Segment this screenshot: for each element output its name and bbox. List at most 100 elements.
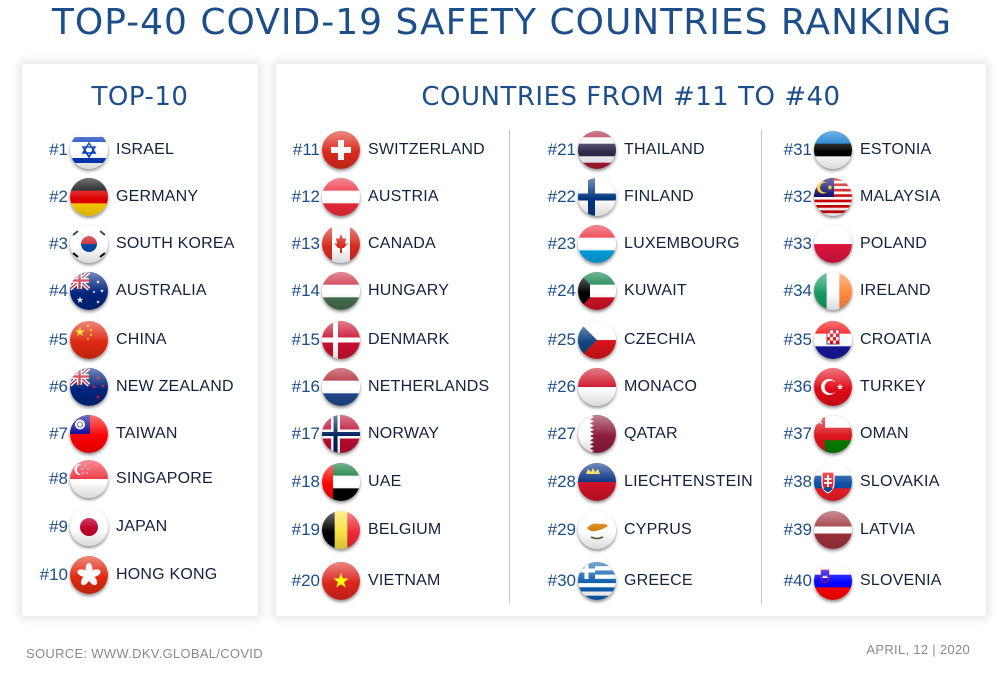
country-name: HONG KONG — [116, 566, 218, 583]
belgium-flag-icon — [322, 511, 360, 549]
country-name: OMAN — [860, 425, 909, 442]
hong-kong-flag-icon — [70, 556, 108, 594]
country-name: FINLAND — [624, 188, 694, 205]
rank-number: #13 — [291, 234, 320, 253]
new-zealand-flag-icon — [70, 368, 108, 406]
oman-flag-icon — [814, 415, 852, 453]
czechia-flag-icon — [578, 321, 616, 359]
china-flag-icon — [70, 321, 108, 359]
rank-number: #28 — [547, 472, 576, 491]
rank-number: #7 — [49, 424, 68, 443]
israel-flag-icon — [70, 131, 108, 169]
rank-number: #29 — [547, 520, 576, 539]
top-10-panel: TOP-10 — [22, 64, 258, 616]
country-name: BELGIUM — [368, 521, 442, 538]
country-name: DENMARK — [368, 331, 450, 348]
country-name: HUNGARY — [368, 282, 450, 299]
country-name: UAE — [368, 473, 402, 490]
country-name: LATVIA — [860, 521, 916, 538]
country-name: AUSTRIA — [368, 188, 439, 205]
rank-number: #30 — [547, 571, 576, 590]
country-name: CZECHIA — [624, 331, 696, 348]
rank-number: #12 — [291, 187, 320, 206]
rank-number: #18 — [291, 472, 320, 491]
rank-number: #20 — [291, 571, 320, 590]
country-name: SLOVENIA — [860, 572, 942, 589]
source-note: SOURCE: WWW.DKV.GLOBAL/COVID — [26, 646, 263, 661]
country-name: LIECHTENSTEIN — [624, 473, 753, 490]
rank-number: #11 — [292, 140, 320, 159]
rank-number: #31 — [783, 140, 812, 159]
hungary-flag-icon — [322, 272, 360, 310]
croatia-flag-icon — [814, 321, 852, 359]
country-name: AUSTRALIA — [116, 282, 207, 299]
turkey-flag-icon — [814, 368, 852, 406]
austria-flag-icon — [322, 178, 360, 216]
rank-number: #33 — [783, 234, 812, 253]
country-name: TAIWAN — [116, 425, 178, 442]
denmark-flag-icon — [322, 321, 360, 359]
country-name: SWITZERLAND — [368, 141, 485, 158]
latvia-flag-icon — [814, 511, 852, 549]
countries-11-40-panel: COUNTRIES FROM #11 TO #40 — [276, 64, 986, 616]
column-divider — [509, 130, 510, 604]
rank-number: #40 — [783, 571, 812, 590]
country-name: CYPRUS — [624, 521, 692, 538]
singapore-flag-icon — [70, 460, 108, 498]
australia-flag-icon — [70, 272, 108, 310]
country-name: ESTONIA — [860, 141, 932, 158]
rank-number: #24 — [547, 281, 576, 300]
country-name: POLAND — [860, 235, 927, 252]
canada-flag-icon — [322, 225, 360, 263]
rank-number: #36 — [783, 377, 812, 396]
norway-flag-icon — [322, 415, 360, 453]
country-name: MALAYSIA — [860, 188, 941, 205]
country-name: VIETNAM — [368, 572, 441, 589]
country-name: CANADA — [368, 235, 436, 252]
country-name: TURKEY — [860, 378, 927, 395]
country-name: MONACO — [624, 378, 698, 395]
rank-number: #23 — [547, 234, 576, 253]
rank-number: #14 — [291, 281, 320, 300]
switzerland-flag-icon — [322, 131, 360, 169]
estonia-flag-icon — [814, 131, 852, 169]
kuwait-flag-icon — [578, 272, 616, 310]
germany-flag-icon — [70, 178, 108, 216]
country-name: CHINA — [116, 331, 167, 348]
country-name: JAPAN — [116, 518, 168, 535]
country-name: THAILAND — [624, 141, 705, 158]
rank-number: #39 — [783, 520, 812, 539]
qatar-flag-icon — [578, 415, 616, 453]
finland-flag-icon — [578, 178, 616, 216]
rank-number: #15 — [291, 330, 320, 349]
greece-flag-icon — [578, 562, 616, 600]
taiwan-flag-icon — [70, 415, 108, 453]
country-name: QATAR — [624, 425, 678, 442]
uae-flag-icon — [322, 463, 360, 501]
rank-number: #32 — [783, 187, 812, 206]
rank-number: #8 — [49, 469, 68, 488]
rank-number: #3 — [49, 234, 68, 253]
rank-number: #22 — [547, 187, 576, 206]
rank-number: #9 — [49, 517, 68, 536]
netherlands-flag-icon — [322, 368, 360, 406]
rank-number: #27 — [547, 424, 576, 443]
rank-number: #34 — [783, 281, 812, 300]
country-name: KUWAIT — [624, 282, 687, 299]
country-name: CROATIA — [860, 331, 932, 348]
top-10-title: TOP-10 — [91, 82, 189, 112]
country-name: GERMANY — [116, 188, 199, 205]
page-title: TOP-40 COVID-19 SAFETY COUNTRIES RANKING — [51, 2, 953, 43]
rank-number: #17 — [291, 424, 320, 443]
rank-number: #1 — [49, 140, 68, 159]
rank-number: #21 — [547, 140, 576, 159]
liechtenstein-flag-icon — [578, 463, 616, 501]
publication-date: APRIL, 12 | 2020 — [866, 642, 970, 657]
cyprus-flag-icon — [578, 511, 616, 549]
rank-number: #16 — [291, 377, 320, 396]
japan-flag-icon — [70, 508, 108, 546]
country-name: ISRAEL — [116, 141, 175, 158]
slovakia-flag-icon — [814, 463, 852, 501]
rank-number: #2 — [49, 187, 68, 206]
country-name: GREECE — [624, 572, 693, 589]
